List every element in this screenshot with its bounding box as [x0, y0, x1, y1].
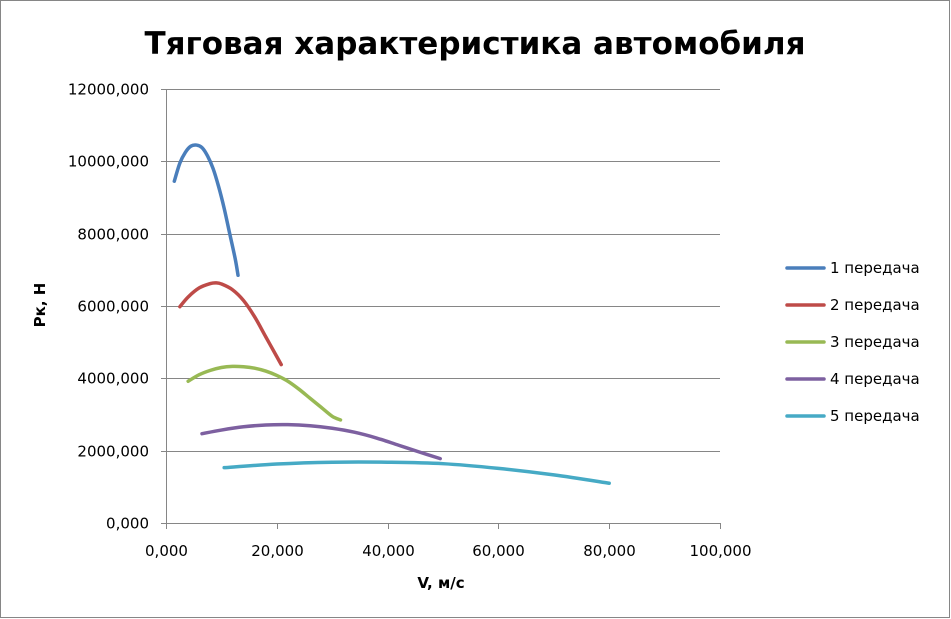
legend: 1 передача 2 передача 3 передача 4 передача…	[785, 259, 920, 425]
y-tick-label: 2000,000	[77, 443, 149, 461]
series-line-gear-3	[186, 364, 343, 422]
x-tick-label: 60,000	[472, 542, 525, 560]
y-tick-label: 10000,000	[68, 153, 149, 171]
legend-item: 1 передача	[785, 259, 920, 277]
chart-title: Тяговая характеристика автомобиля	[145, 26, 806, 62]
legend-item: 5 передача	[785, 407, 920, 425]
x-tick-label: 100,000	[689, 542, 751, 560]
legend-item: 4 передача	[785, 370, 920, 388]
series-line-gear-1	[172, 143, 240, 278]
y-axis-title: Рк, Н	[31, 283, 49, 328]
grid	[166, 89, 720, 452]
y-tick-label: 4000,000	[77, 370, 149, 388]
series-lines	[172, 143, 611, 485]
x-tick-label: 20,000	[251, 542, 304, 560]
legend-label: 3 передача	[830, 333, 920, 351]
y-tick-label: 6000,000	[77, 298, 149, 316]
y-tick-label: 12000,000	[68, 81, 149, 99]
y-tick-label: 0,000	[106, 515, 149, 533]
series-line-gear-2	[178, 281, 283, 367]
x-tick-label: 80,000	[583, 542, 636, 560]
x-tick-label: 0,000	[145, 542, 188, 560]
legend-label: 5 передача	[830, 407, 920, 425]
x-tick-label: 40,000	[362, 542, 415, 560]
series-line-gear-5	[222, 460, 611, 485]
series-line-gear-4	[200, 422, 442, 461]
legend-label: 1 передача	[830, 259, 920, 277]
legend-label: 4 передача	[830, 370, 920, 388]
legend-item: 3 передача	[785, 333, 920, 351]
y-tick-label: 8000,000	[77, 226, 149, 244]
x-axis-title: V, м/с	[417, 574, 464, 592]
legend-item: 2 передача	[785, 296, 920, 314]
legend-label: 2 передача	[830, 296, 920, 314]
axes: 0,000 2000,000 4000,000 6000,000 8000,000 100…	[68, 81, 752, 561]
